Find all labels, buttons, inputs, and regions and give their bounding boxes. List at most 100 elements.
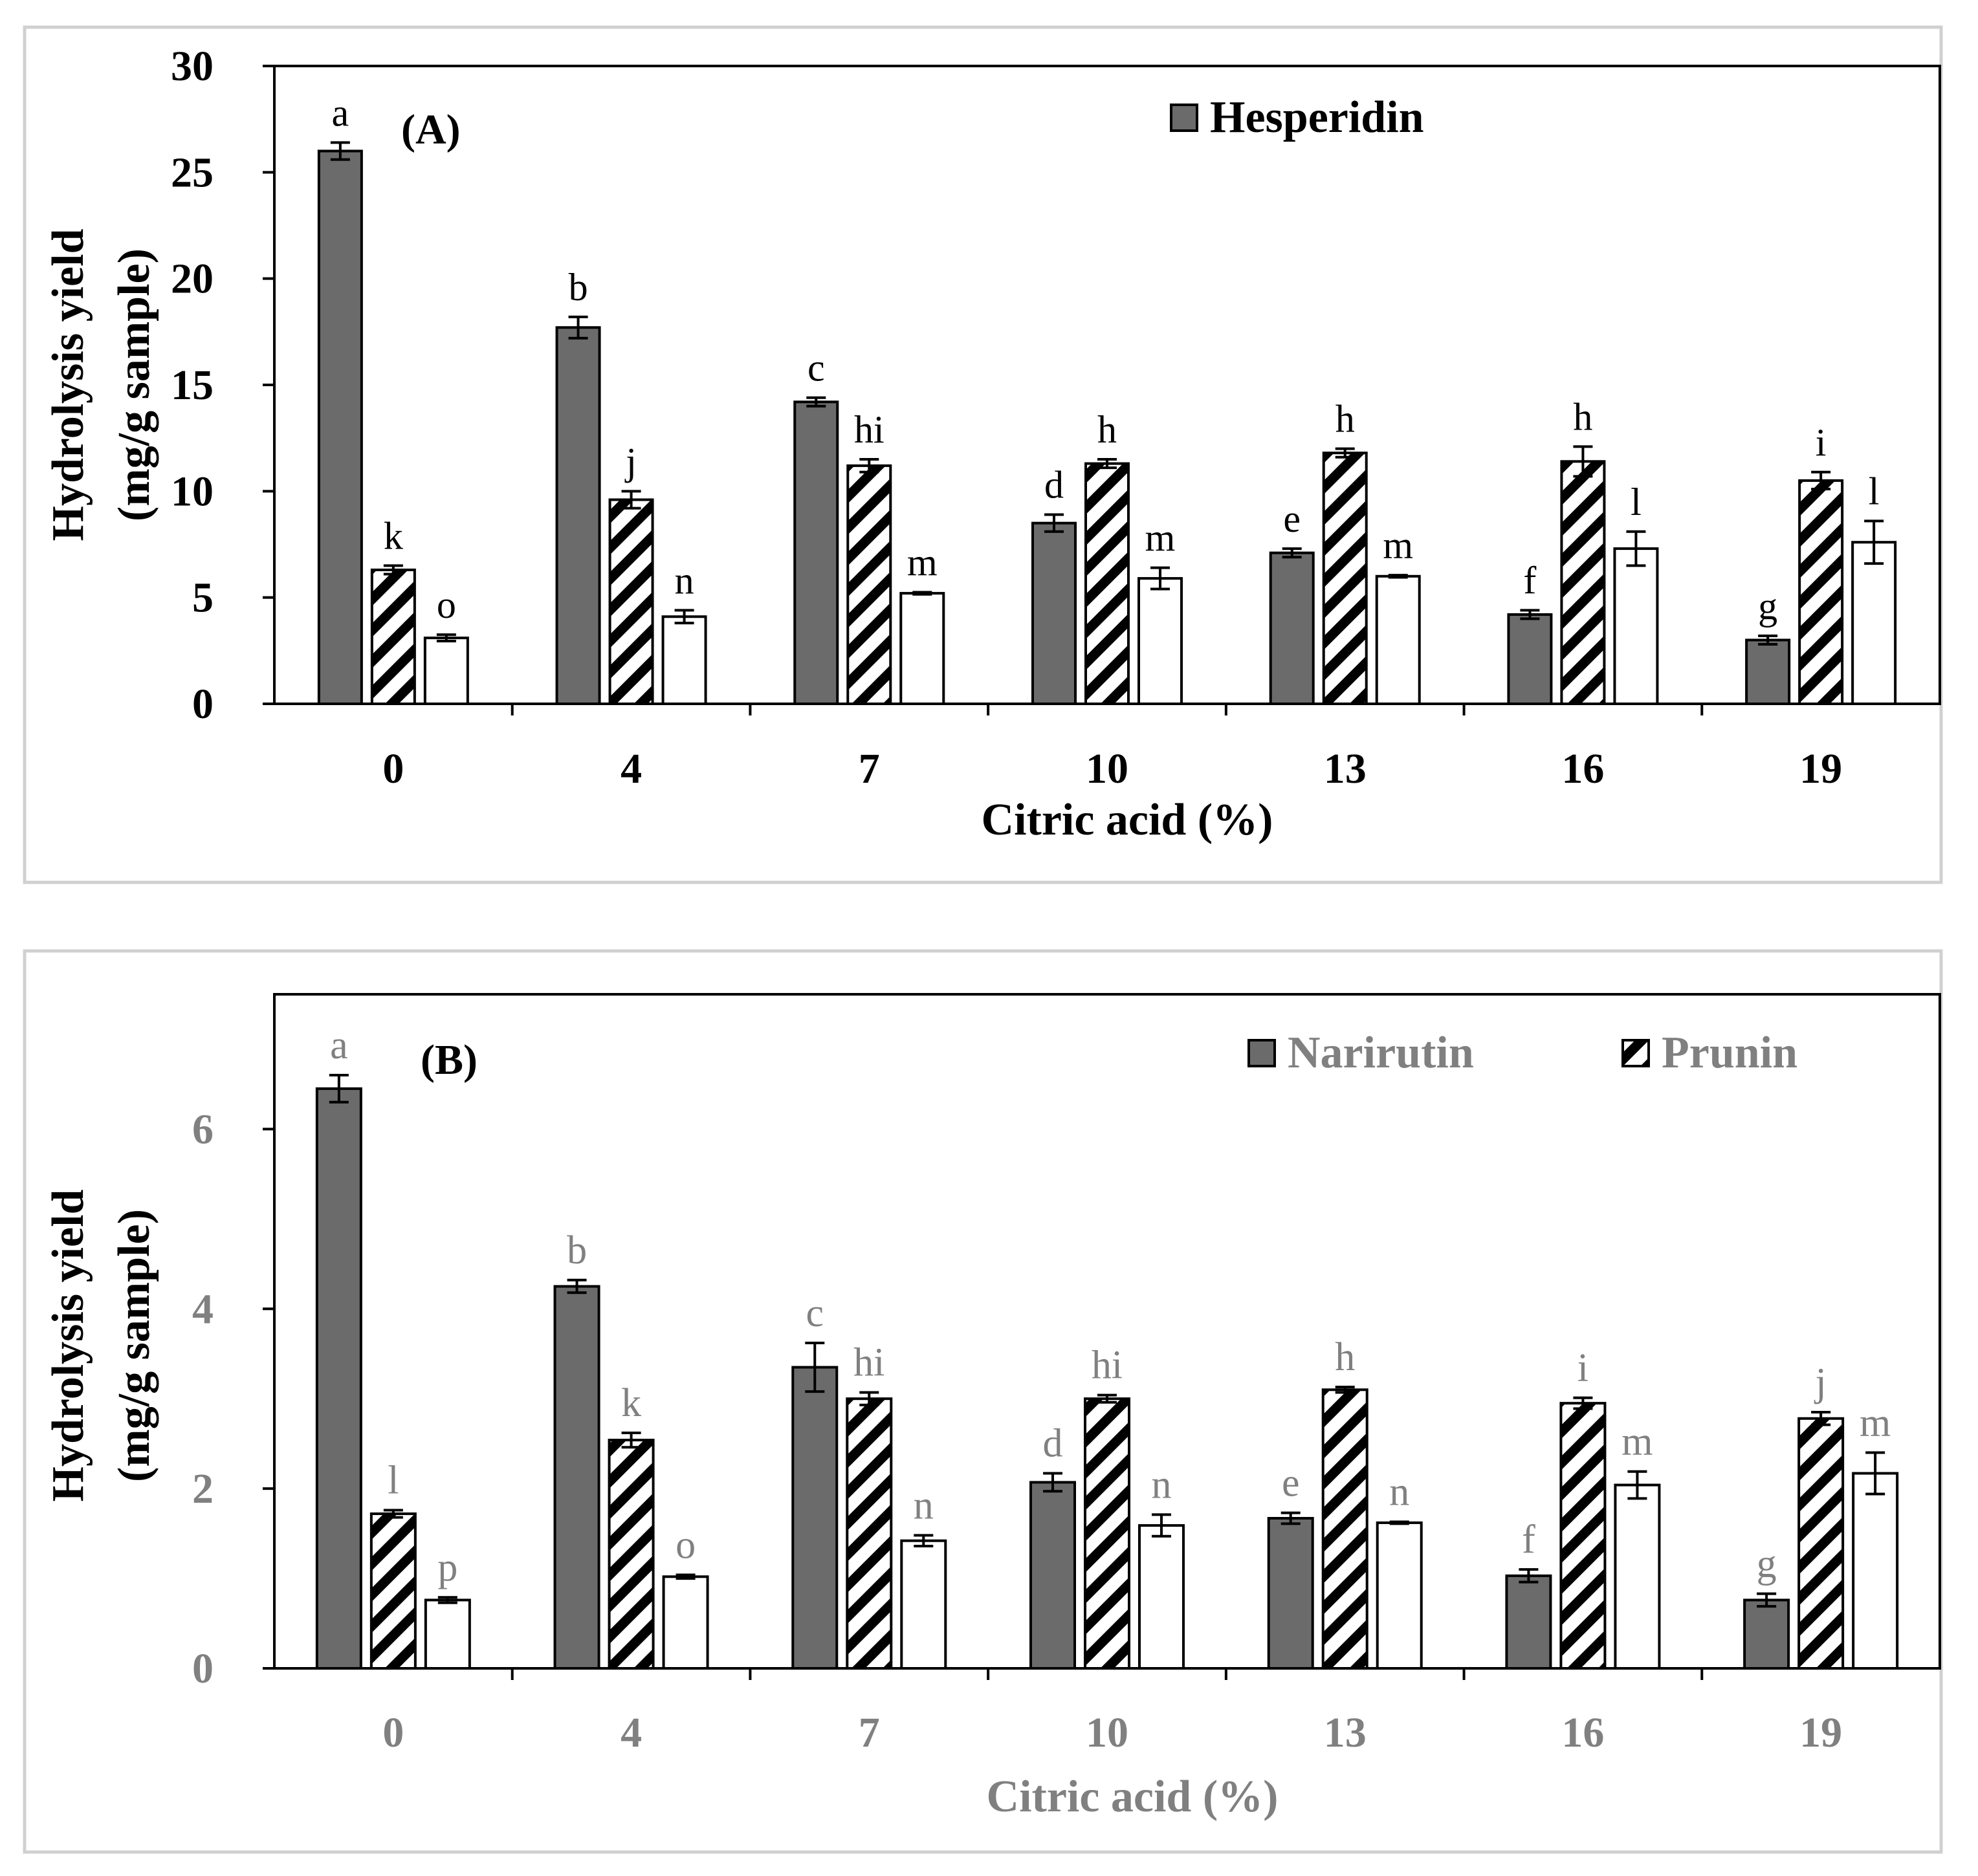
panel-a-bar-0-5 xyxy=(1507,613,1553,706)
panel-b-sig-letter: h xyxy=(1335,1335,1355,1379)
panel-b-sig-letter: n xyxy=(914,1483,934,1527)
panel-a-bar-2-5 xyxy=(1613,547,1659,705)
panel-b-sig-letter: hi xyxy=(853,1340,885,1384)
panel-b-sig-letter: m xyxy=(1621,1420,1653,1464)
panel-a-bar-0-0 xyxy=(317,149,363,705)
panel-b-x-tick-label: 13 xyxy=(1324,1709,1367,1756)
panel-b-bar-1-2 xyxy=(846,1397,893,1670)
panel-a-bar-1-5 xyxy=(1560,460,1606,705)
panel-a-sig-letter: l xyxy=(1631,481,1642,523)
panel-a-sig-letter: i xyxy=(1816,421,1827,464)
panel-b-sig-letter: i xyxy=(1577,1346,1588,1390)
panel-b-sig-letter: j xyxy=(1814,1360,1827,1404)
panel-b-bar-2-2 xyxy=(900,1539,947,1670)
panel-b-sig-letter: k xyxy=(621,1381,641,1425)
panel-a-sig-letter: a xyxy=(332,91,349,134)
panel-b-bar-0-5 xyxy=(1505,1574,1552,1670)
panel-b-bar-2-3 xyxy=(1138,1524,1185,1670)
panel-a-x-tick-label: 19 xyxy=(1799,745,1842,792)
panel-a-sig-letter: h xyxy=(1573,395,1592,438)
panel-b-legend: Narirutin Prunin xyxy=(1247,1028,1797,1078)
panel-b-bar-0-2 xyxy=(791,1366,839,1670)
panel-a-sig-letter: d xyxy=(1044,463,1064,506)
panel-a-x-label: Citric acid (%) xyxy=(982,795,1273,845)
panel-b-legend-label-prunin: Prunin xyxy=(1662,1028,1797,1078)
panel-b-bar-0-0 xyxy=(315,1087,362,1670)
panel-b-x-tick-label: 10 xyxy=(1086,1709,1128,1756)
panel-a-bar-2-0 xyxy=(423,637,469,706)
panel-a-sig-letter: b xyxy=(569,266,588,309)
panel-a-label: (A) xyxy=(401,106,461,153)
panel-a-sig-letter: h xyxy=(1335,398,1355,441)
panel-b-x-tick-label: 4 xyxy=(621,1709,642,1756)
panel-a-bar-1-1 xyxy=(608,498,654,705)
panel-b-sig-letter: l xyxy=(388,1458,399,1502)
panel-a-bar-0-3 xyxy=(1031,521,1077,706)
panel-a-bar-1-3 xyxy=(1084,462,1130,706)
panel-b-x-tick-label: 0 xyxy=(382,1709,404,1756)
panel-b-bar-0-3 xyxy=(1029,1481,1076,1670)
panel-a-x-tick-label: 4 xyxy=(621,745,642,792)
panel-b-y-tick-label: 0 xyxy=(192,1645,214,1692)
panel-a-sig-letter: hi xyxy=(854,408,885,451)
panel-a-sig-letter: n xyxy=(675,559,694,602)
panel-b-sig-letter: f xyxy=(1522,1518,1535,1562)
panel-a-sig-letter: j xyxy=(624,440,637,483)
panel-a-bar-1-6 xyxy=(1798,479,1844,706)
panel-b-bar-1-6 xyxy=(1797,1417,1845,1670)
panel-a-bar-0-6 xyxy=(1745,638,1791,706)
panel-b-legend-swatch-prunin xyxy=(1621,1039,1650,1067)
panel-a-bar-2-3 xyxy=(1137,577,1183,705)
panel-a-bar-2-4 xyxy=(1375,574,1421,705)
panel-b-bar-1-0 xyxy=(369,1512,417,1670)
panel-b-x-tick-label: 16 xyxy=(1561,1709,1604,1756)
panel-b-bar-0-6 xyxy=(1743,1598,1790,1670)
panel-a-frame xyxy=(23,25,1943,884)
panel-a-bar-1-0 xyxy=(370,568,416,705)
panel-a-bar-0-4 xyxy=(1269,551,1315,705)
panel-b-sig-letter: o xyxy=(676,1523,696,1567)
panel-b-y-tick-label: 6 xyxy=(192,1106,214,1153)
panel-b-legend-label-narirutin: Narirutin xyxy=(1288,1028,1474,1078)
panel-a-legend-swatch-hesperidin xyxy=(1170,104,1198,132)
panel-b-bar-2-5 xyxy=(1614,1483,1661,1670)
panel-b-y-tick-label: 2 xyxy=(192,1465,214,1512)
panel-b-bar-2-6 xyxy=(1852,1472,1899,1670)
panel-a-x-tick-label: 16 xyxy=(1561,745,1604,792)
panel-a-sig-letter: m xyxy=(907,541,938,584)
panel-a-sig-letter: g xyxy=(1758,585,1777,627)
panel-b-bar-1-1 xyxy=(608,1439,655,1670)
panel-a-x-tick-label: 7 xyxy=(859,745,880,792)
panel-a-y-label-line1: Hydrolysis yield xyxy=(43,228,93,541)
panel-a-bar-1-2 xyxy=(846,464,892,705)
panel-a-sig-letter: l xyxy=(1869,470,1880,512)
panel-b-x-tick-label: 7 xyxy=(859,1709,880,1756)
panel-a-sig-letter: h xyxy=(1097,408,1117,451)
panel-a-bar-0-1 xyxy=(555,326,601,705)
panel-b-x-tick-label: 19 xyxy=(1799,1709,1842,1756)
panel-b-bar-0-1 xyxy=(553,1285,600,1670)
panel-a-y-tick-label: 25 xyxy=(171,149,214,196)
panel-b-sig-letter: d xyxy=(1043,1422,1063,1466)
panel-b-sig-letter: n xyxy=(1152,1463,1172,1507)
panel-b-legend-swatch-narirutin xyxy=(1247,1039,1276,1067)
panel-a-x-tick-label: 10 xyxy=(1086,745,1128,792)
panel-a-sig-letter: m xyxy=(1383,524,1413,567)
panel-a-y-tick-label: 15 xyxy=(171,362,214,409)
panel-a-y-label-line2: (mg/g sample) xyxy=(109,248,159,521)
panel-b-sig-letter: e xyxy=(1282,1461,1300,1505)
panel-a-y-tick-label: 10 xyxy=(171,468,214,515)
panel-a-y-tick-label: 5 xyxy=(192,574,214,622)
panel-b-y-label-line2: (mg/g sample) xyxy=(109,1209,159,1482)
panel-a-sig-letter: k xyxy=(384,514,403,557)
panel-a-y-tick-label: 20 xyxy=(171,256,214,303)
panel-b-sig-letter: g xyxy=(1757,1542,1777,1586)
panel-b-x-label: Citric acid (%) xyxy=(987,1772,1279,1822)
panel-b-sig-letter: p xyxy=(437,1545,457,1589)
panel-a-y-tick-label: 30 xyxy=(171,43,214,90)
